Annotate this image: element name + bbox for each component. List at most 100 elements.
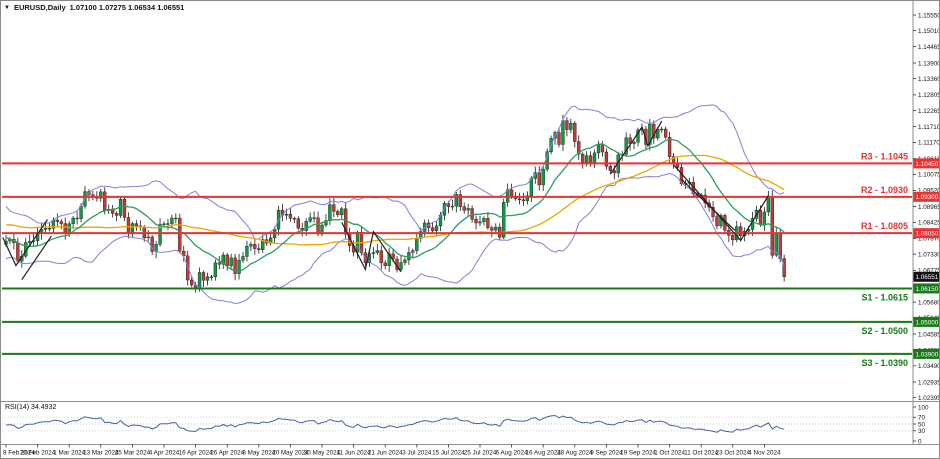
- candle: [221, 254, 225, 265]
- bollinger-lower-band[interactable]: [5, 172, 785, 305]
- y-axis-label: 1.04585: [918, 331, 940, 338]
- candle: [174, 217, 178, 220]
- y-axis-label: 1.13900: [918, 60, 940, 67]
- ma-slow-line[interactable]: [5, 154, 785, 246]
- candle: [371, 252, 375, 255]
- candle: [379, 250, 383, 264]
- candle: [162, 223, 166, 225]
- candle: [391, 253, 395, 260]
- y-axis-label: 1.13360: [918, 76, 940, 83]
- candle: [261, 239, 265, 250]
- candle: [652, 123, 656, 139]
- candle: [55, 219, 60, 222]
- candle: [569, 123, 573, 130]
- candle: [308, 217, 312, 222]
- trendline-annotation[interactable]: [609, 120, 663, 175]
- candle: [225, 254, 229, 266]
- x-axis-label: 1 Oct 2024: [654, 450, 685, 457]
- candle: [430, 227, 435, 232]
- rsi-scale-label: 50: [918, 421, 926, 428]
- candle: [648, 123, 652, 145]
- candle: [434, 225, 439, 232]
- candle: [332, 204, 336, 212]
- trendline-annotation[interactable]: [2, 219, 48, 267]
- price-tag-R3: [913, 158, 939, 169]
- x-axis-label: 26 Apr 2024: [210, 450, 244, 457]
- x-axis-label: 15 Jul 2024: [432, 450, 465, 457]
- candle: [632, 141, 636, 144]
- candle: [415, 238, 419, 251]
- x-axis-label: 25 Mar 2024: [115, 450, 151, 457]
- candle: [600, 144, 605, 153]
- bollinger-upper-band[interactable]: [5, 104, 785, 240]
- candle: [103, 191, 107, 211]
- candle: [581, 153, 585, 163]
- x-axis-label: 30 May 2024: [304, 450, 341, 457]
- y-axis-label: 1.02935: [918, 379, 940, 386]
- symbol-timeframe-label: EURUSD,Daily: [13, 3, 66, 12]
- candle: [466, 208, 470, 211]
- candle: [454, 194, 458, 207]
- rsi-pane[interactable]: [2, 414, 912, 433]
- candle: [490, 227, 494, 231]
- candle: [166, 223, 170, 225]
- ma-fast-line[interactable]: [5, 138, 785, 272]
- level-label-R2: R2 - 1.0930: [861, 185, 908, 195]
- price-tag-S3: [913, 348, 939, 359]
- candle: [667, 136, 672, 157]
- candle: [596, 144, 601, 154]
- price-tag-S1: [913, 283, 939, 294]
- trendline-annotation[interactable]: [673, 164, 769, 242]
- candle: [146, 236, 150, 239]
- rsi-line: [5, 414, 785, 433]
- candle: [573, 123, 577, 142]
- candle: [529, 178, 534, 196]
- price-tag-R1-text: 1.08050: [916, 231, 939, 238]
- price-tag-S2: [913, 316, 939, 327]
- level-label-S2: S2 - 1.0500: [861, 326, 908, 336]
- candle: [383, 262, 387, 266]
- candle: [411, 250, 415, 253]
- candle: [664, 128, 668, 138]
- candle: [209, 276, 214, 278]
- candle: [782, 258, 786, 277]
- candle: [470, 208, 474, 220]
- x-axis-label: 4 Nov 2024: [748, 450, 781, 457]
- x-axis-label: 20 May 2024: [272, 450, 309, 457]
- candle: [758, 209, 763, 225]
- candle: [521, 199, 526, 202]
- rsi-indicator-label: RSI(14) 34.4932: [5, 404, 57, 411]
- candle: [450, 205, 454, 208]
- candle: [71, 217, 75, 225]
- symbol-marker-icon: ▼: [4, 4, 10, 11]
- main-price-pane[interactable]: R3 - 1.1045 R2 - 1.0930 R1 - 1.0805 S1 - 1.…: [2, 104, 912, 368]
- candle: [75, 217, 79, 220]
- chart-title-bar: ▼ EURUSD,Daily 1.07100 1.07275 1.06534 1…: [4, 3, 184, 12]
- price-axis[interactable]: 1.15550 1.15010 1.14465 1.13900 1.13360 1.128…: [913, 12, 940, 402]
- trendline-annotation[interactable]: [681, 178, 736, 231]
- candle: [245, 246, 249, 257]
- trendline-annotation[interactable]: [21, 235, 52, 281]
- trendline-annotation[interactable]: [341, 222, 402, 273]
- candles-series: [4, 114, 786, 293]
- candle: [766, 196, 771, 213]
- candle: [316, 217, 320, 235]
- candle: [608, 166, 613, 171]
- y-axis-label: 1.10075: [918, 172, 940, 179]
- level-label-R3: R3 - 1.1045: [861, 151, 908, 161]
- candle: [561, 120, 565, 145]
- x-axis-label: 3 Jul 2024: [402, 450, 432, 457]
- candle: [762, 211, 767, 225]
- rsi-scale-label: 0: [918, 438, 922, 445]
- candle: [284, 214, 289, 216]
- x-axis-label: 8 May 2024: [242, 450, 275, 457]
- candle: [253, 244, 257, 249]
- y-axis-label: 1.15010: [918, 28, 940, 35]
- candle: [660, 128, 664, 131]
- candle: [217, 262, 221, 265]
- candle: [324, 220, 328, 226]
